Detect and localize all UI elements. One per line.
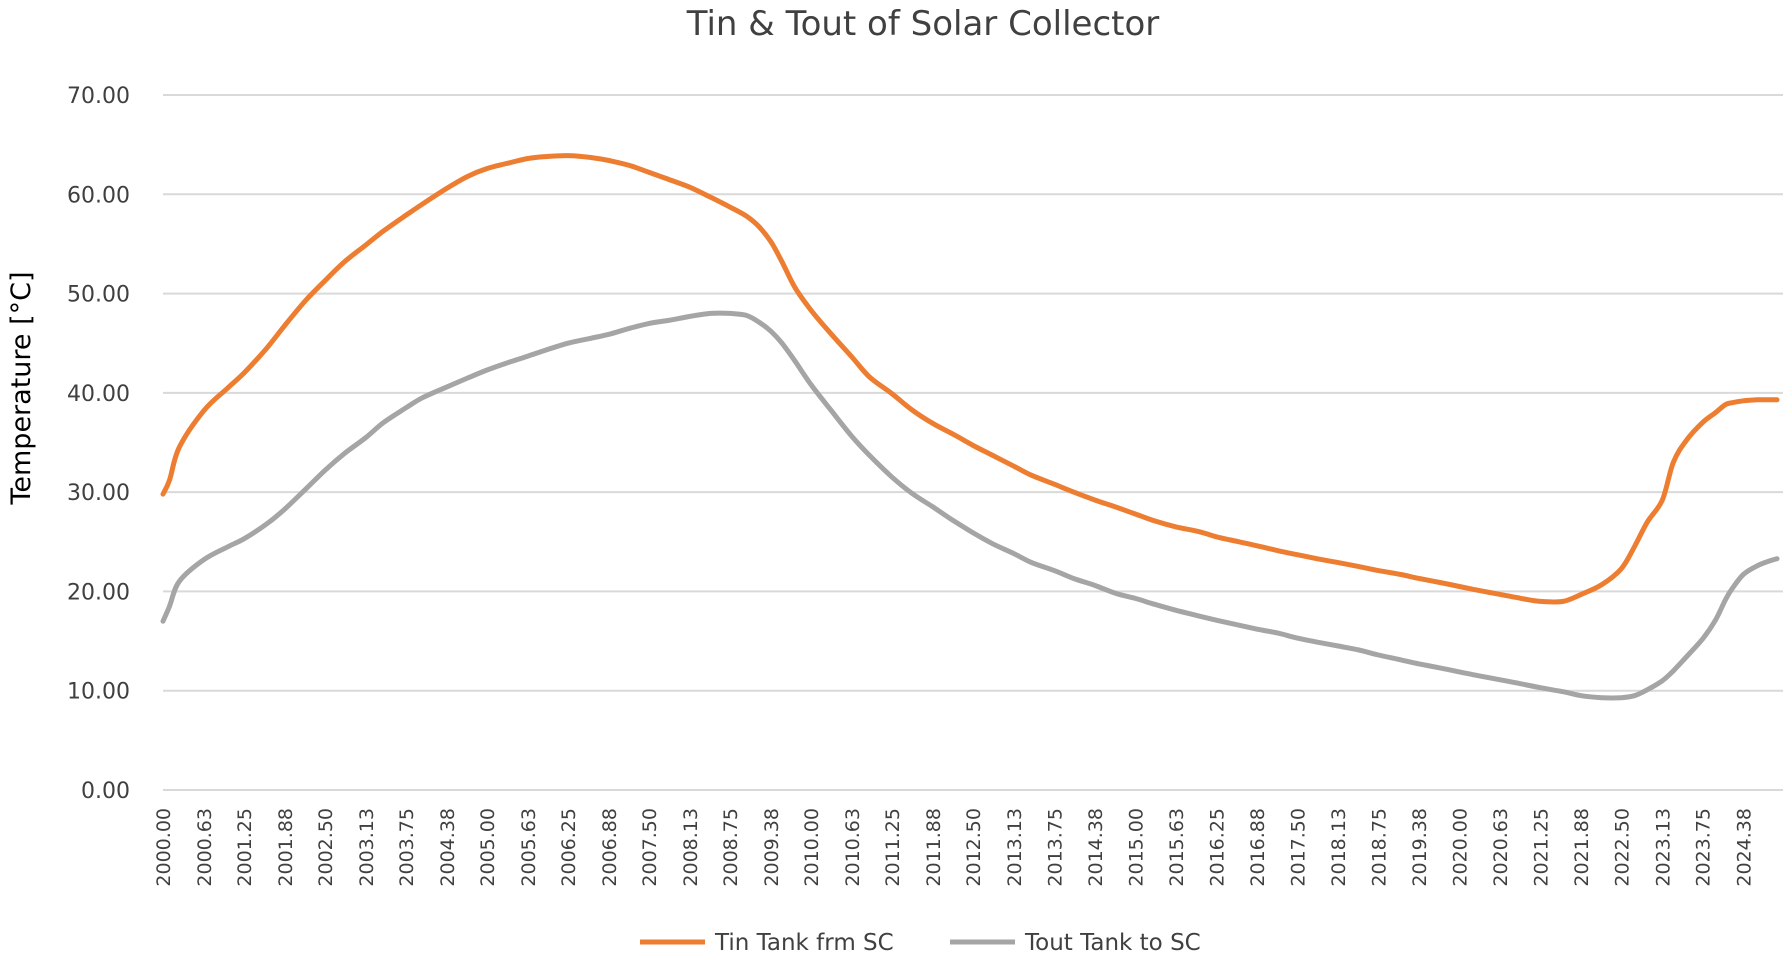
x-axis-ticks: 2000.00 2000.63 2001.25 2001.88 2002.50 2003.… (153, 808, 1755, 887)
x-tick-label: 2022.50 (1611, 808, 1633, 887)
x-tick-label: 2007.50 (639, 808, 661, 887)
series-line-tout (160, 310, 1780, 701)
x-tick-label: 2014.38 (1085, 808, 1107, 887)
x-tick-label: 2003.13 (356, 808, 378, 887)
y-tick-label: 40.00 (67, 382, 130, 407)
y-tick-label: 0.00 (81, 779, 130, 804)
y-axis-ticks: 0.00 10.00 20.00 30.00 40.00 50.00 60.00 70.00 (67, 84, 130, 804)
x-tick-label: 2017.50 (1287, 808, 1309, 887)
x-tick-label: 2006.25 (558, 808, 580, 887)
x-tick-label: 2008.13 (680, 808, 702, 887)
chart-title: Tin & Tout of Solar Collector (686, 4, 1160, 44)
x-tick-label: 2011.88 (923, 808, 945, 887)
y-tick-label: 10.00 (67, 680, 130, 705)
x-tick-label: 2001.25 (234, 808, 256, 887)
y-tick-label: 20.00 (67, 580, 130, 605)
x-tick-label: 2004.38 (437, 808, 459, 887)
x-tick-label: 2020.63 (1490, 808, 1512, 887)
x-tick-label: 2021.25 (1530, 808, 1552, 887)
x-tick-label: 2015.00 (1125, 808, 1147, 887)
y-tick-label: 50.00 (67, 283, 130, 308)
legend: Tin Tank frm SC Tout Tank to SC (640, 930, 1201, 956)
legend-label: Tout Tank to SC (1024, 930, 1201, 956)
x-tick-label: 2010.00 (801, 808, 823, 887)
y-tick-label: 70.00 (67, 84, 130, 109)
x-tick-label: 2009.38 (761, 808, 783, 887)
x-tick-label: 2018.13 (1328, 808, 1350, 887)
x-tick-label: 2012.50 (963, 808, 985, 887)
x-tick-label: 2000.00 (153, 808, 175, 887)
x-tick-label: 2010.63 (842, 808, 864, 887)
x-tick-label: 2008.75 (720, 808, 742, 887)
x-tick-label: 2016.88 (1247, 808, 1269, 887)
x-tick-label: 2020.00 (1449, 808, 1471, 887)
x-tick-label: 2000.63 (194, 808, 216, 887)
x-tick-label: 2006.88 (599, 808, 621, 887)
x-tick-label: 2002.50 (315, 808, 337, 887)
x-tick-label: 2023.75 (1692, 808, 1714, 887)
x-tick-label: 2019.38 (1409, 808, 1431, 887)
x-tick-label: 2016.25 (1206, 808, 1228, 887)
x-tick-label: 2003.75 (396, 808, 418, 887)
x-tick-label: 2013.13 (1004, 808, 1026, 887)
x-tick-label: 2015.63 (1166, 808, 1188, 887)
x-tick-label: 2005.63 (518, 808, 540, 887)
x-tick-label: 2023.13 (1652, 808, 1674, 887)
x-tick-label: 2013.75 (1044, 808, 1066, 887)
x-tick-label: 2011.25 (882, 808, 904, 887)
series-line-tin (160, 153, 1780, 605)
x-tick-label: 2005.00 (477, 808, 499, 887)
x-tick-label: 2024.38 (1733, 808, 1755, 887)
y-tick-label: 60.00 (67, 183, 130, 208)
y-tick-label: 30.00 (67, 481, 130, 506)
y-axis-label: Temperature [°C] (6, 271, 37, 505)
x-tick-label: 2021.88 (1571, 808, 1593, 887)
x-tick-label: 2001.88 (275, 808, 297, 887)
series-lines (160, 153, 1780, 701)
x-tick-label: 2018.75 (1368, 808, 1390, 887)
legend-label: Tin Tank frm SC (714, 930, 894, 956)
